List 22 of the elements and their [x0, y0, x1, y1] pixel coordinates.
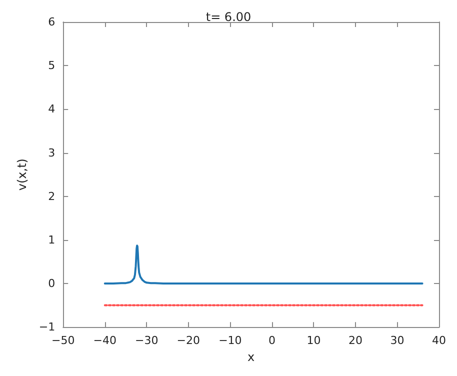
x-tick-label: 20	[348, 334, 362, 348]
x-tick-label: 40	[432, 334, 446, 348]
y-tick-label: 5	[48, 59, 56, 72]
line-series	[104, 244, 424, 285]
x-tick-label: −50	[52, 334, 75, 348]
y-tick-label: 6	[48, 16, 56, 28]
x-tick-label: 10	[306, 334, 321, 348]
y-tick-label: 4	[48, 102, 56, 116]
chart-title: t= 6.00	[206, 10, 252, 24]
x-axis-title: x	[248, 350, 255, 364]
y-tick-label: 3	[48, 146, 56, 160]
y-axis-title: v(x,t)	[15, 158, 29, 191]
x-tick-label: 30	[390, 334, 404, 348]
y-tick-label: 1	[48, 233, 56, 246]
x-tick-label: −10	[218, 334, 242, 348]
y-tick-label: −1	[38, 320, 56, 334]
x-tick-label: −20	[176, 334, 200, 348]
y-tick-label: 0	[48, 277, 56, 290]
x-tick-label: −30	[135, 334, 158, 348]
x-tick-label: −40	[93, 334, 116, 348]
y-tick-label: 2	[48, 190, 56, 203]
x-tick-label: 0	[268, 334, 276, 348]
